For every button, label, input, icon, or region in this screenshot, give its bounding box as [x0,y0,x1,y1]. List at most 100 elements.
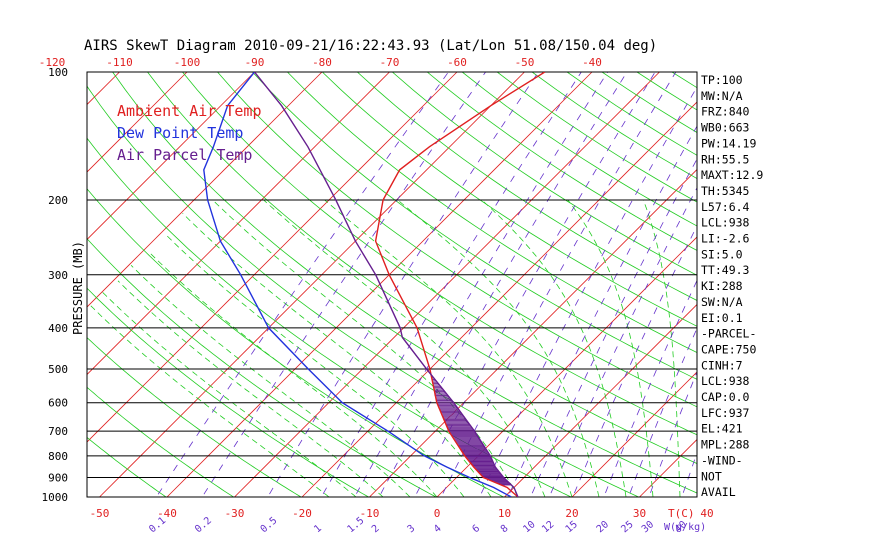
mixing-ratio-line [414,72,656,497]
bottom-temperature-tick-label: 10 [498,507,511,520]
pressure-axis: PRESSURE (MB) 100 200 300 400 500 600 700 800 90… [42,66,86,504]
top-temperature-tick-label: -50 [515,56,535,69]
series-line-ambient-air-temp [374,72,546,497]
info-panel-line: -PARCEL- [701,327,756,341]
info-panel-line: TP:100 [701,73,743,87]
pressure-tick-label: 400 [48,322,68,335]
info-panel-line: LCL:938 [701,374,750,388]
dry-adiabat-line [357,72,697,301]
dry-adiabat-line [147,72,697,465]
info-panel-line: LI:-2.6 [701,232,750,246]
mixing-ratio-line [354,72,609,497]
info-panel-line: CAPE:750 [701,342,756,356]
info-panel-line: KI:288 [701,279,743,293]
mixing-ratio-line [507,125,697,497]
pressure-tick-label: 100 [48,66,68,79]
dry-adiabat-line [252,72,697,380]
isotherm-line [369,168,697,497]
bottom-temperature-tick-label: -10 [360,507,380,520]
mixing-ratio-tick-label: 2 [370,523,382,535]
info-panel-line: PW:14.19 [701,136,756,150]
pressure-tick-label: 800 [48,450,68,463]
info-panel-line: CINH:7 [701,358,743,372]
moist-adiabat-line [481,199,627,497]
bottom-temperature-tick-label: 20 [565,507,578,520]
bottom-temperature-tick-label: 40 [700,507,713,520]
moist-adiabat-line [148,251,438,497]
mixing-ratio-tick-label: 20 [595,519,611,535]
moist-adiabat-line [182,213,492,497]
info-panel-line: MPL:288 [701,438,750,452]
pressure-tick-label: 600 [48,397,68,410]
mixing-ratio-line [320,72,582,497]
dry-adiabat-line [112,72,697,494]
legend-entry: Dew Point Temp [117,124,243,142]
pressure-tick-label: 300 [48,269,68,282]
top-temperature-tick-label: -100 [174,56,201,69]
mixing-ratio-tick-label: 0.5 [259,515,280,535]
bottom-temperature-tick-label: -40 [157,507,177,520]
info-panel-line: EI:0.1 [701,311,743,325]
moist-adiabat-line [212,199,519,497]
info-panel-line: AVAIL [701,485,736,499]
mixing-ratio-tick-label: 0.2 [193,515,214,535]
info-panel-line: -WIND- [701,453,743,467]
top-temperature-axis: -120 -110 -100 -90 -80 -70 -60 -50 -40 [39,56,602,69]
top-temperature-tick-label: -120 [39,56,66,69]
bottom-temperature-tick-label: -30 [225,507,245,520]
isotherm-line [87,72,323,308]
dry-adiabat-line [87,137,572,497]
chart-title: AIRS SkewT Diagram 2010-09-21/16:22:43.9… [84,38,657,54]
mixing-ratio-line [440,72,677,497]
bottom-temperature-tick-label: 30 [633,507,646,520]
top-temperature-tick-label: -110 [106,56,133,69]
temperature-unit-label: T(C) [668,507,695,520]
info-panel-line: MW:N/A [701,89,743,103]
dry-adiabat-line [182,72,697,436]
info-panel-line: LCL:938 [701,216,750,230]
mixing-ratio-tick-label: 12 [540,519,556,535]
dry-adiabat-line [87,188,505,497]
mixing-ratio-line [201,72,486,497]
series-line-dew-point-temp [203,72,512,497]
pressure-tick-label: 700 [48,425,68,438]
moist-adiabat-line [324,199,573,497]
background-lines [87,72,870,497]
mixing-ratio-line [603,279,697,497]
dry-adiabat-line [87,436,167,497]
isobars [86,71,698,498]
dry-adiabat-line [217,72,697,408]
info-panel-line: MAXT:12.9 [701,168,763,182]
pressure-tick-label: 900 [48,472,68,485]
dry-adiabat-line [322,72,697,327]
top-temperature-tick-label: -70 [380,56,400,69]
mixing-ratio-tick-label: 4 [432,523,444,535]
info-panel-line: LFC:937 [701,406,750,420]
bottom-temperature-tick-label: -20 [292,507,312,520]
mixing-ratio-tick-label: 3 [406,523,418,535]
moist-adiabat-line [164,233,465,497]
mixing-ratio-tick-label: 1 [312,523,324,535]
pressure-tick-label: 500 [48,363,68,376]
mixing-ratio-line [648,370,697,497]
dry-adiabat-line [87,337,302,497]
info-panel-line: WB0:663 [701,121,750,135]
series-line-air-parcel-temp [253,72,519,497]
top-temperature-tick-label: -60 [447,56,467,69]
isotherm-line [842,72,870,497]
legend-entry: Ambient Air Temp [117,102,262,120]
sounding-series [203,72,546,497]
mixing-ratio-line [155,72,449,497]
dry-adiabat-line [87,386,235,497]
isotherm-line [87,72,390,376]
moist-adiabat-line [102,292,357,497]
info-panel-line: TT:49.3 [701,263,750,277]
info-panel-line: TH:5345 [701,184,749,198]
legend: Ambient Air Temp Dew Point Temp Air Parcel… [117,102,262,164]
info-panel-line: SW:N/A [701,295,743,309]
top-temperature-tick-label: -40 [582,56,602,69]
mixing-ratio-line [628,327,697,497]
isotherm-line [775,72,870,497]
